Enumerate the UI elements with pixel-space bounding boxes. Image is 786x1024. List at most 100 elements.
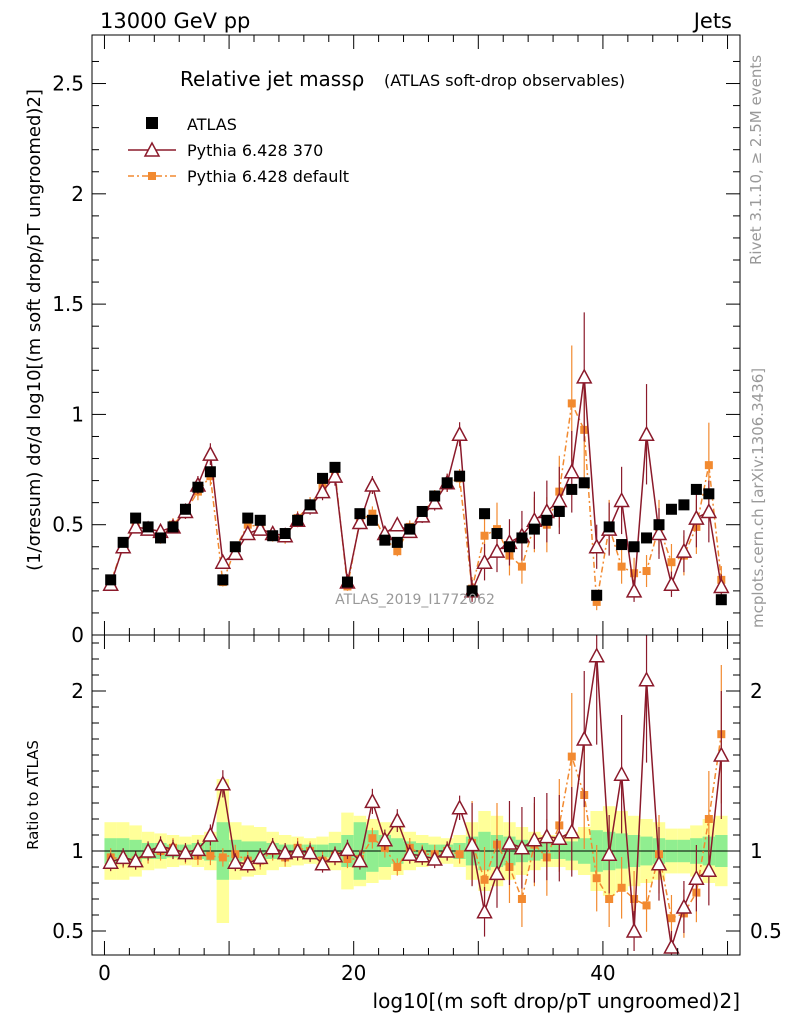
- data-point-atlas: [690, 483, 702, 495]
- data-point-pythia-370: [276, 844, 294, 860]
- data-point-pythia-370: [625, 582, 643, 598]
- data-point-pythia-370: [351, 513, 369, 530]
- data-point-pythia-default: [567, 399, 576, 408]
- data-point-atlas: [192, 481, 204, 493]
- data-point-pythia-370: [675, 542, 693, 558]
- data-point-pythia-default: [218, 853, 227, 862]
- data-point-atlas: [366, 514, 378, 526]
- data-point-atlas: [603, 521, 615, 533]
- axis-ticks: 00.511.522.50.5 0.51 12 20 20 40: [52, 35, 782, 985]
- data-point-atlas: [130, 512, 142, 524]
- data-point-pythia-370: [177, 844, 194, 860]
- data-point-pythia-370: [663, 938, 680, 954]
- x-tick-label: 0: [98, 961, 111, 985]
- data-point-pythia-370: [376, 831, 394, 847]
- data-point-pythia-default: [642, 901, 651, 910]
- data-point-atlas: [167, 521, 179, 533]
- data-point-atlas: [391, 536, 403, 548]
- data-point-pythia-370: [625, 922, 643, 938]
- data-point-pythia-370: [463, 836, 481, 852]
- data-point-atlas: [503, 541, 515, 553]
- rivet-version-note: Rivet 3.1.10, ≥ 2.5M events: [747, 55, 765, 265]
- data-point-pythia-370: [426, 850, 443, 866]
- data-point-pythia-370: [389, 812, 406, 828]
- data-point-atlas: [491, 528, 503, 540]
- data-point-atlas: [292, 514, 304, 526]
- data-point-atlas: [665, 503, 677, 515]
- data-point-pythia-370: [650, 524, 668, 541]
- data-point-pythia-370: [663, 575, 680, 592]
- data-point-pythia-370: [488, 542, 506, 558]
- data-point-pythia-370: [301, 844, 319, 860]
- data-point-atlas: [179, 503, 191, 515]
- data-point-atlas: [591, 589, 603, 601]
- data-point-pythia-default: [617, 883, 626, 892]
- data-point-pythia-370: [239, 855, 257, 871]
- data-point-pythia-370: [189, 840, 207, 857]
- data-point-pythia-default: [480, 875, 489, 884]
- data-point-atlas: [541, 514, 553, 526]
- ratio-y-tick-label-right: 1: [750, 839, 763, 863]
- data-point-pythia-default: [393, 547, 402, 556]
- data-point-pythia-default: [455, 850, 464, 859]
- data-point-pythia-370: [700, 861, 718, 877]
- data-point-pythia-370: [438, 842, 456, 858]
- data-point-pythia-default: [368, 509, 377, 518]
- x-axis-label: log10[(m soft drop/pT ungroomed)2]: [373, 989, 740, 1013]
- data-point-pythia-370: [488, 864, 506, 881]
- data-point-atlas: [105, 574, 117, 586]
- data-point-atlas: [242, 512, 254, 524]
- data-point-pythia-370: [413, 847, 431, 863]
- data-point-pythia-default: [704, 461, 713, 470]
- legend: ATLAS Pythia 6.428 370 Pythia 6.428 defa…: [128, 115, 349, 186]
- data-point-atlas: [653, 519, 665, 531]
- data-point-pythia-370: [563, 463, 581, 479]
- data-point-pythia-default: [642, 567, 651, 576]
- data-point-pythia-370: [314, 855, 331, 871]
- x-tick-label: 20: [341, 961, 366, 985]
- data-point-atlas: [678, 499, 690, 511]
- data-point-atlas: [616, 539, 628, 551]
- legend-label-pythia-370: Pythia 6.428 370: [187, 141, 323, 160]
- data-point-pythia-370: [563, 823, 581, 839]
- data-point-pythia-370: [227, 853, 244, 869]
- data-point-pythia-default: [480, 531, 489, 540]
- data-point-atlas: [204, 466, 216, 478]
- ratio-panel-frame: [91, 634, 741, 956]
- y-tick-label: 1: [71, 402, 84, 426]
- data-point-pythia-default: [393, 863, 402, 871]
- data-point-atlas: [329, 461, 341, 473]
- data-point-pythia-370: [476, 553, 493, 569]
- data-point-pythia-default: [567, 752, 576, 761]
- ratio-y-tick-label: 2: [71, 679, 84, 703]
- data-point-atlas: [317, 472, 329, 484]
- data-point-pythia-370: [264, 839, 281, 855]
- data-point-pythia-default: [592, 874, 601, 883]
- header-left: 13000 GeV pp: [100, 9, 250, 33]
- data-point-pythia-default: [667, 558, 676, 567]
- ratio-panel-series: [102, 635, 730, 955]
- data-point-pythia-370: [638, 425, 655, 442]
- data-point-pythia-370: [364, 476, 381, 492]
- analysis-watermark: ATLAS_2019_I1772062: [335, 592, 495, 608]
- data-point-pythia-370: [314, 483, 331, 499]
- data-point-pythia-370: [451, 425, 468, 442]
- data-point-atlas: [479, 508, 491, 520]
- data-point-pythia-370: [575, 368, 593, 384]
- data-point-pythia-370: [339, 840, 356, 857]
- data-point-pythia-370: [650, 855, 668, 871]
- data-point-pythia-370: [251, 848, 269, 865]
- data-point-pythia-370: [227, 544, 244, 561]
- data-point-pythia-370: [713, 577, 730, 594]
- data-point-atlas: [155, 532, 167, 544]
- data-point-pythia-370: [700, 502, 718, 519]
- data-point-atlas: [279, 528, 291, 540]
- data-point-atlas: [703, 488, 715, 500]
- ratio-y-tick-label-right: 0.5: [750, 919, 782, 943]
- legend-label-pythia-default: Pythia 6.428 default: [187, 167, 349, 186]
- data-point-atlas: [341, 576, 353, 588]
- plot-subtitle: (ATLAS soft-drop observables): [384, 71, 625, 90]
- data-point-pythia-370: [351, 852, 369, 868]
- data-point-pythia-370: [152, 837, 169, 853]
